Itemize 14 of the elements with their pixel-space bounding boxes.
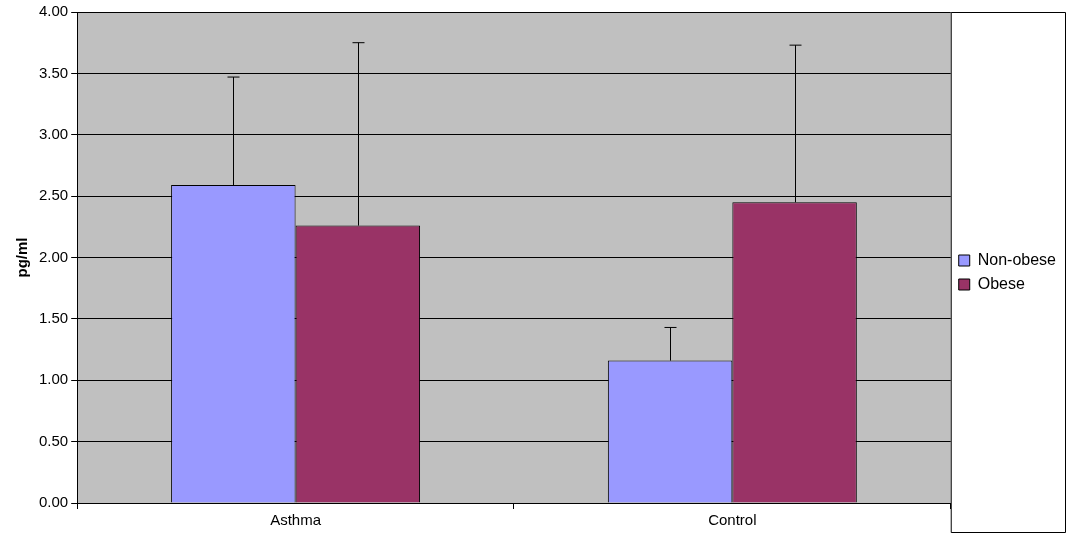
y-tick-label: 3.50	[38, 63, 69, 81]
legend-label: Obese	[977, 274, 1025, 292]
y-tick-label: 0.50	[38, 431, 69, 449]
y-tick-label: 0.00	[38, 493, 69, 511]
legend-label: Non-obese	[977, 250, 1057, 268]
x-tick-label: Asthma	[270, 511, 322, 529]
x-tick-label: Control	[708, 511, 757, 529]
y-axis-title: pg/ml	[13, 237, 31, 278]
y-tick-label: 2.50	[38, 186, 69, 204]
y-tick-label: 1.50	[38, 309, 69, 327]
y-tick-label: 4.00	[38, 2, 69, 20]
y-tick-label: 3.00	[38, 124, 69, 142]
y-tick-label: 1.00	[38, 370, 69, 388]
y-tick-label: 2.00	[38, 247, 69, 265]
